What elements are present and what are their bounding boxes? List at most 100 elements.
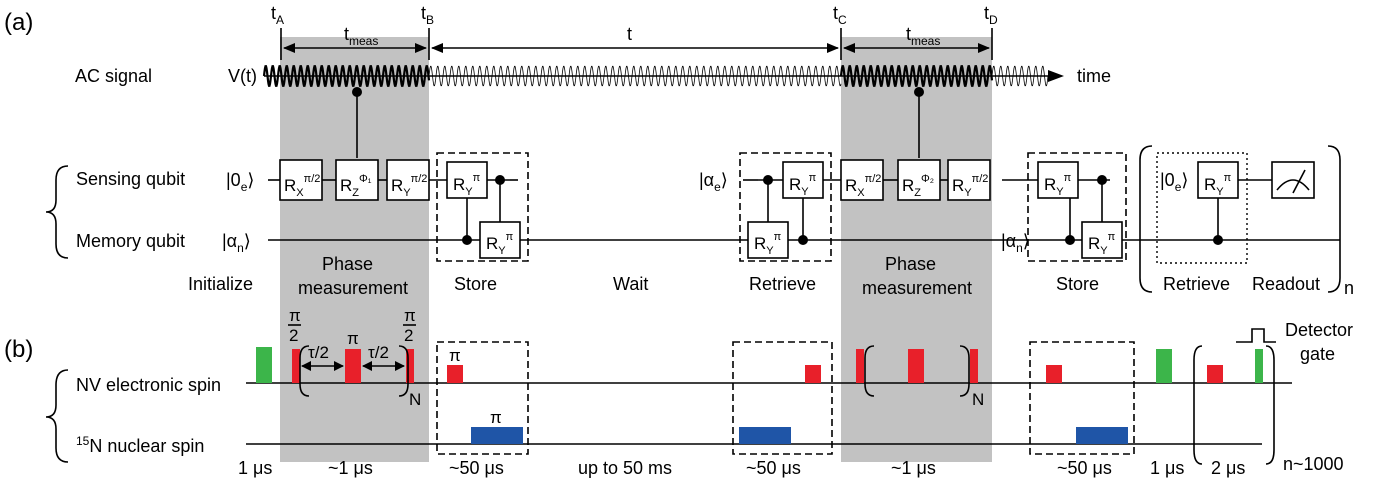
nv-spin-label: NV electronic spin bbox=[76, 375, 221, 395]
store-gates-1: RYπ RYπ bbox=[436, 152, 529, 262]
svg-text:Initialize: Initialize bbox=[188, 274, 253, 294]
red-pulse-store-1 bbox=[447, 365, 463, 383]
red-pulse-retrieve bbox=[805, 365, 821, 383]
t-a-label: tA bbox=[271, 3, 284, 27]
green-pulse-1us bbox=[1156, 349, 1172, 383]
svg-text:RYπ: RYπ bbox=[1204, 172, 1232, 198]
tmeas-label-1: tmeas bbox=[344, 24, 378, 48]
svg-text:2 μs: 2 μs bbox=[1211, 458, 1245, 478]
t-d-label: tD bbox=[984, 3, 998, 27]
ac-wave-after bbox=[991, 65, 1049, 87]
svg-text:~50 μs: ~50 μs bbox=[449, 458, 504, 478]
n-label-a: n bbox=[1344, 278, 1354, 298]
qubit-brace-a bbox=[45, 165, 69, 259]
phase-measurement-shade-2 bbox=[841, 37, 992, 462]
ket-alpha-n-second: |αn⟩ bbox=[1001, 231, 1030, 255]
svg-text:N: N bbox=[972, 390, 984, 409]
ket-alpha-e: |αe⟩ bbox=[699, 170, 728, 194]
svg-text:RYπ: RYπ bbox=[789, 172, 817, 198]
svg-text:2: 2 bbox=[289, 326, 298, 345]
n-reps-label: n~1000 bbox=[1283, 454, 1344, 474]
vt-label: V(t) bbox=[228, 66, 257, 86]
phase-gates-1: RXπ/2 RZΦ₁ RYπ/2 bbox=[279, 159, 447, 201]
svg-text:Store: Store bbox=[1056, 274, 1099, 294]
ac-wave-wait bbox=[428, 65, 842, 87]
red-pulse-readout bbox=[1207, 365, 1223, 383]
phase-measurement-shade-1 bbox=[280, 37, 429, 462]
blue-pulse-store-1 bbox=[471, 427, 523, 444]
pulse-labels: π 2 π 2 τ/2 π τ/2 N π π N bbox=[288, 306, 984, 427]
svg-text:RYπ: RYπ bbox=[1088, 231, 1116, 257]
svg-text:Phase: Phase bbox=[322, 254, 373, 274]
svg-text:|0e⟩: |0e⟩ bbox=[1160, 170, 1188, 194]
gate-ry-pi2-2: RYπ/2 bbox=[952, 173, 988, 199]
svg-text:measurement: measurement bbox=[862, 278, 972, 298]
memory-qubit-label: Memory qubit bbox=[76, 231, 185, 251]
svg-text:2: 2 bbox=[404, 326, 413, 345]
svg-text:τ/2: τ/2 bbox=[368, 343, 389, 362]
t-b-label: tB bbox=[421, 3, 434, 27]
phase-gates-2: RXπ/2 RZΦ₂ RYπ/2 bbox=[840, 159, 991, 201]
gate-rz-phi1: RZΦ₁ bbox=[340, 173, 372, 199]
red-pulse-pi2-d bbox=[970, 349, 978, 383]
green-pulse-detect bbox=[1255, 349, 1263, 383]
red-pulse-store-2 bbox=[1046, 365, 1062, 383]
svg-text:1 μs: 1 μs bbox=[1150, 458, 1184, 478]
svg-text:Retrieve: Retrieve bbox=[749, 274, 816, 294]
red-pulse-pi-a bbox=[345, 349, 361, 383]
gate-rz-phi2: RZΦ₂ bbox=[902, 173, 934, 199]
retrieve-gates-1: RYπ RYπ bbox=[739, 152, 841, 262]
red-pulse-pi2-a bbox=[292, 349, 300, 383]
svg-text:τ/2: τ/2 bbox=[308, 343, 329, 362]
retrieve-readout-block: |0e⟩ RYπ n bbox=[1139, 145, 1354, 298]
tmeas-arrow-1 bbox=[283, 43, 427, 53]
svg-text:N: N bbox=[409, 390, 421, 409]
svg-text:Retrieve: Retrieve bbox=[1163, 274, 1230, 294]
svg-text:π: π bbox=[490, 408, 502, 427]
svg-text:RYπ: RYπ bbox=[754, 231, 782, 257]
time-label: time bbox=[1077, 66, 1111, 86]
ac-wave-measured-1 bbox=[262, 65, 431, 87]
sensing-qubit-label: Sensing qubit bbox=[76, 169, 185, 189]
svg-text:π: π bbox=[449, 346, 461, 365]
t-wait-label: t bbox=[627, 24, 632, 44]
gate-rx-pi2-2: RXπ/2 bbox=[845, 173, 881, 199]
store-box-b2 bbox=[1029, 341, 1135, 455]
svg-text:gate: gate bbox=[1300, 344, 1335, 364]
red-pulse-pi-b bbox=[908, 349, 924, 383]
durations: 1 μs ~1 μs ~50 μs up to 50 ms ~50 μs ~1 … bbox=[238, 458, 1245, 478]
svg-text:RYπ: RYπ bbox=[453, 172, 481, 198]
store-gates-2: RYπ RYπ bbox=[1027, 152, 1127, 262]
retrieve-box-b bbox=[732, 341, 833, 455]
n15-spin-label: 15N nuclear spin bbox=[76, 434, 204, 456]
pulses bbox=[256, 347, 1263, 444]
qubit-brace-b bbox=[45, 369, 69, 463]
panel-b-label: (b) bbox=[4, 336, 33, 363]
red-pulse-pi2-b bbox=[406, 349, 414, 383]
svg-text:~50 μs: ~50 μs bbox=[746, 458, 801, 478]
time-markers: tA tB tC tD tmeas t tmeas bbox=[271, 3, 998, 60]
tau-arrows bbox=[301, 361, 405, 371]
svg-text:Phase: Phase bbox=[885, 254, 936, 274]
svg-text:Store: Store bbox=[454, 274, 497, 294]
ac-signal-label: AC signal bbox=[75, 66, 152, 86]
svg-text:up to 50 ms: up to 50 ms bbox=[578, 458, 672, 478]
svg-text:Detector: Detector bbox=[1285, 320, 1353, 340]
time-axis-arrowhead bbox=[1048, 70, 1064, 82]
svg-text:RYπ: RYπ bbox=[486, 231, 514, 257]
stage-labels: Initialize Phase measurement Store Wait … bbox=[188, 254, 1320, 298]
detector-gate: Detector gate bbox=[1236, 320, 1353, 364]
svg-text:Readout: Readout bbox=[1252, 274, 1320, 294]
t-c-label: tC bbox=[833, 3, 847, 27]
svg-text:π: π bbox=[289, 306, 301, 325]
t-wait-arrow bbox=[431, 43, 839, 53]
svg-text:RYπ: RYπ bbox=[1044, 172, 1072, 198]
red-pulse-pi2-c bbox=[856, 349, 864, 383]
store-box-b1 bbox=[436, 341, 529, 455]
gate-rx-pi2-1: RXπ/2 bbox=[284, 173, 320, 199]
svg-text:π: π bbox=[404, 306, 416, 325]
svg-text:~1 μs: ~1 μs bbox=[328, 458, 373, 478]
blue-pulse-store-2 bbox=[1076, 427, 1128, 444]
